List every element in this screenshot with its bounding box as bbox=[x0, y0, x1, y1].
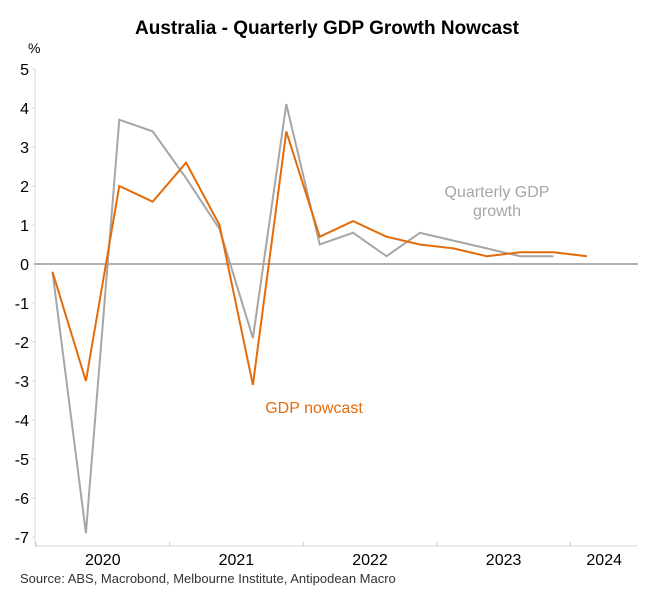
y-tick-label: 2 bbox=[20, 179, 29, 196]
series-line-gdp-nowcast bbox=[51, 131, 588, 386]
annotation-quarterly-gdp-growth: growth bbox=[473, 203, 521, 220]
x-tick-label: 2022 bbox=[352, 552, 388, 569]
y-tick-label: -4 bbox=[15, 413, 29, 430]
x-tick-label: 2024 bbox=[586, 552, 622, 569]
y-axis-unit-label: % bbox=[28, 40, 41, 56]
y-tick-label: -6 bbox=[15, 491, 29, 508]
x-tick-label: 2021 bbox=[219, 552, 255, 569]
y-tick-label: -1 bbox=[15, 296, 29, 313]
annotation-gdp-nowcast: GDP nowcast bbox=[265, 400, 363, 417]
y-tick-label: 4 bbox=[20, 101, 29, 118]
y-tick-label: -5 bbox=[15, 452, 29, 469]
y-tick-label: -2 bbox=[15, 335, 29, 352]
y-tick-label: 3 bbox=[20, 140, 29, 157]
source-note: Source: ABS, Macrobond, Melbourne Instit… bbox=[20, 571, 396, 586]
chart-title: Australia - Quarterly GDP Growth Nowcast bbox=[135, 18, 519, 39]
y-tick-label: 1 bbox=[20, 218, 29, 235]
x-tick-label: 2020 bbox=[85, 552, 121, 569]
y-tick-label: -3 bbox=[15, 374, 29, 391]
x-tick-label: 2023 bbox=[486, 552, 522, 569]
y-tick-label: 5 bbox=[20, 62, 29, 79]
annotation-quarterly-gdp-growth: Quarterly GDP bbox=[445, 184, 550, 201]
y-tick-label: -7 bbox=[15, 530, 29, 547]
series-line-quarterly-gdp-growth bbox=[51, 103, 554, 534]
y-tick-label: 0 bbox=[20, 257, 29, 274]
